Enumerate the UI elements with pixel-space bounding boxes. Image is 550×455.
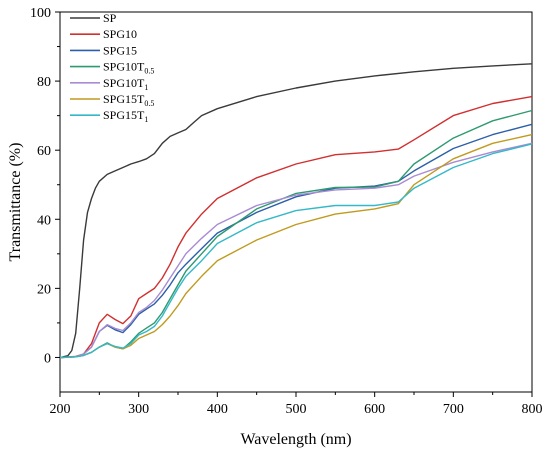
- y-tick-label: 60: [37, 144, 51, 159]
- x-tick-label: 300: [128, 402, 149, 417]
- y-axis-title: Transmittance (%): [7, 143, 24, 262]
- x-tick-label: 200: [50, 402, 71, 417]
- y-tick-label: 0: [44, 351, 51, 366]
- x-tick-label: 800: [522, 402, 543, 417]
- series-layer: [59, 63, 533, 359]
- y-tick-label: 80: [37, 75, 51, 90]
- legend-entry: SPG15: [103, 43, 137, 57]
- x-tick-label: 600: [364, 402, 385, 417]
- legend-entry: SPG10T1: [103, 76, 148, 92]
- legend: SP SPG10 SPG15 SPG10T0.5SPG10T1SPG15T0.5SPG…: [70, 11, 154, 124]
- series-line-spg10t0-5: [59, 109, 533, 359]
- legend-entry: SPG10T0.5: [103, 60, 154, 76]
- y-axis: 0 20 40 60 80 100: [30, 6, 60, 366]
- legend-entry: SP: [103, 11, 117, 25]
- y-tick-label: 100: [30, 6, 51, 21]
- y-tick-label: 40: [37, 213, 51, 228]
- x-axis-title: Wavelength (nm): [240, 431, 351, 448]
- legend-entry: SPG15T1: [103, 108, 148, 124]
- series-line-spg10: [59, 95, 533, 359]
- y-tick-label: 20: [37, 282, 51, 297]
- series-line-spg15t1: [59, 143, 533, 359]
- x-tick-label: 700: [443, 402, 464, 417]
- x-tick-label: 500: [286, 402, 307, 417]
- series-line-sp: [59, 63, 533, 359]
- legend-entry: SPG10: [103, 27, 137, 41]
- legend-entry: SPG15T0.5: [103, 92, 154, 108]
- x-tick-label: 400: [207, 402, 228, 417]
- x-axis: 200 300 400 500 600 700 800: [50, 392, 543, 417]
- series-line-spg10t1: [59, 142, 533, 359]
